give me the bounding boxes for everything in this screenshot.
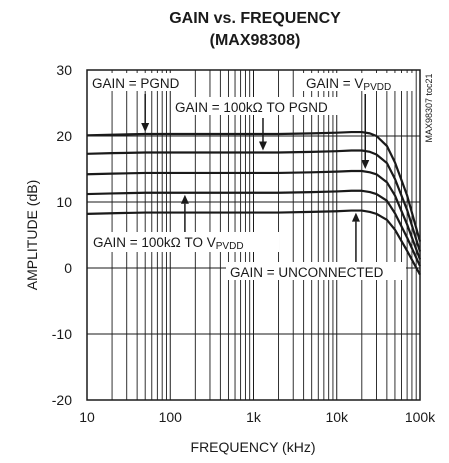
series-line-5 xyxy=(86,209,421,276)
series-line-4 xyxy=(86,189,422,267)
y-tick-label: -10 xyxy=(52,326,72,342)
arrow-gain-100k-vpvdd-head xyxy=(180,194,189,204)
annotation-box xyxy=(172,97,346,115)
x-tick-label: 1k xyxy=(246,409,262,425)
annotation-box xyxy=(303,73,415,91)
arrow-gain-100k-pgnd-head xyxy=(258,141,267,151)
x-tick-label: 100k xyxy=(405,409,436,425)
x-tick-label: 10k xyxy=(325,409,349,425)
y-tick-label: 10 xyxy=(56,194,72,210)
annotation-box xyxy=(89,232,279,252)
series-line-1 xyxy=(86,130,422,242)
arrow-gain-vpvdd-head xyxy=(361,159,370,169)
annotation-gain-vpvdd: GAIN = VPVDD xyxy=(306,76,391,93)
watermark-label: MAX98307 toc21 xyxy=(424,73,434,142)
annotation-gain-pgnd: GAIN = PGND xyxy=(92,76,180,91)
x-tick-label: 100 xyxy=(159,409,183,425)
y-tick-label: -20 xyxy=(52,392,72,408)
series-group xyxy=(86,130,422,276)
series-line-2 xyxy=(86,149,422,252)
chart-subtitle: (MAX98308) xyxy=(210,32,301,49)
annotation-box xyxy=(89,73,194,91)
y-axis-label: AMPLITUDE (dB) xyxy=(24,180,40,290)
annotation-gain-100k-pgnd: GAIN = 100kΩ TO PGND xyxy=(175,100,328,115)
x-tick-label: 10 xyxy=(79,409,95,425)
y-tick-label: 0 xyxy=(64,260,72,276)
y-tick-label: 30 xyxy=(56,62,72,78)
y-tick-label: 20 xyxy=(56,128,72,144)
arrow-gain-unconnected-head xyxy=(351,212,360,222)
annotation-gain-unconnected: GAIN = UNCONNECTED xyxy=(230,265,384,280)
annotations-group: GAIN = PGND GAIN = VPVDD GAIN = 100kΩ TO P… xyxy=(89,73,415,280)
chart-title: GAIN vs. FREQUENCY xyxy=(169,10,341,27)
annotation-box xyxy=(226,262,406,280)
annotation-gain-100k-vpvdd: GAIN = 100kΩ TO VPVDD xyxy=(93,235,244,252)
arrow-gain-pgnd-head xyxy=(141,123,150,133)
plot-frame xyxy=(86,69,421,401)
series-line-3 xyxy=(86,169,422,260)
x-axis-label: FREQUENCY (kHz) xyxy=(191,439,316,455)
